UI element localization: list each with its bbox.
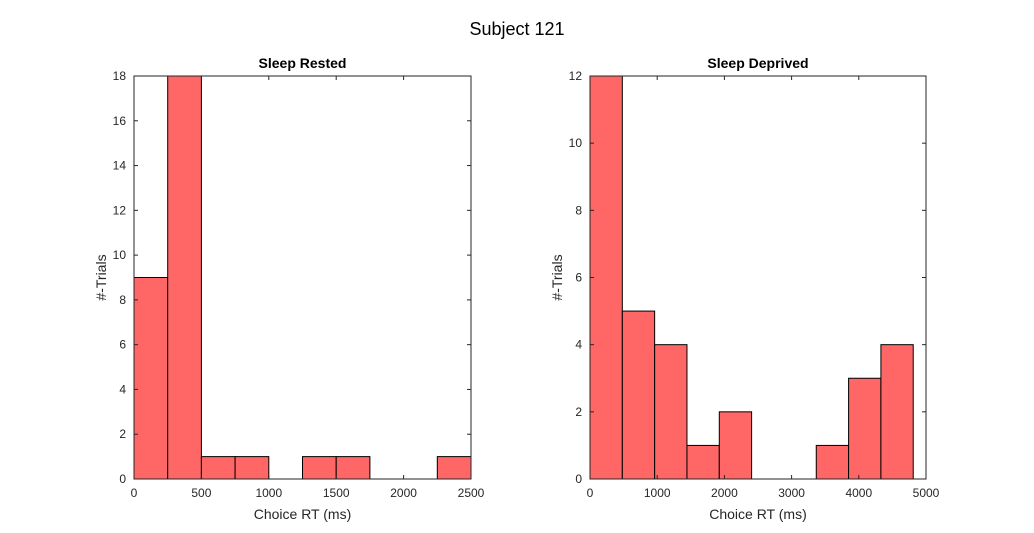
x-tick-label: 1500: [323, 486, 350, 500]
y-tick-label: 14: [113, 159, 127, 173]
histogram-bar: [880, 344, 914, 480]
histogram-bar: [167, 75, 202, 480]
subplot-title: Sleep Rested: [259, 55, 347, 71]
histogram-bar: [815, 444, 850, 480]
x-axis-label: Choice RT (ms): [709, 506, 807, 522]
histogram-bar: [335, 456, 371, 480]
subplot-2: 0 1000 2000 3000 4000 5000 0 2 4 6 8 10 12 Sleep Depr…: [549, 55, 940, 522]
y-tick-label: 10: [113, 248, 127, 262]
histogram-bar: [234, 456, 270, 480]
x-tick-label: 3000: [778, 486, 805, 500]
x-tick-label: 2000: [390, 486, 417, 500]
y-tick-label: 2: [575, 405, 582, 419]
subplots: 0 500 1000 1500 2000 2500024681012141618Sleep…: [93, 55, 940, 522]
y-axis-label: #-Trials: [93, 254, 109, 300]
y-tick-label: 10: [569, 136, 583, 150]
histogram-bar: [589, 75, 623, 480]
y-tick-label: 0: [575, 472, 582, 486]
histogram-bar: [654, 344, 688, 480]
axes-box: [133, 75, 472, 480]
y-axis-label: #-Trials: [549, 254, 565, 300]
y-tick-label: 8: [575, 203, 582, 217]
x-tick-label: 0: [587, 486, 594, 500]
x-tick-label: 500: [191, 486, 211, 500]
y-tick-label: 6: [575, 271, 582, 285]
histogram-bar: [621, 310, 656, 480]
x-axis-label: Choice RT (ms): [254, 506, 352, 522]
histogram-bar: [686, 444, 720, 480]
y-tick-label: 0: [119, 472, 126, 486]
y-tick-label: 4: [575, 338, 582, 352]
y-tick-label: 4: [119, 382, 126, 396]
histogram-bar: [718, 411, 753, 480]
x-tick-label: 4000: [845, 486, 872, 500]
subplot-1: 0 500 1000 1500 2000 2500 0 2 4 6 8 10 12 14 16 18 Sleep…: [93, 55, 485, 522]
y-tick-label: 2: [119, 427, 126, 441]
figure-suptitle: Subject 121: [469, 19, 564, 39]
histogram-bar: [848, 377, 882, 480]
x-tick-label: 1000: [255, 486, 282, 500]
y-tick-label: 12: [113, 203, 127, 217]
histogram-bar: [302, 456, 337, 480]
subplot-title: Sleep Deprived: [707, 55, 808, 71]
x-tick-label: 2000: [711, 486, 738, 500]
y-tick-label: 16: [113, 114, 127, 128]
y-tick-label: 12: [569, 69, 583, 83]
x-tick-label: 0: [131, 486, 138, 500]
histogram-bar: [436, 456, 472, 480]
x-tick-label: 2500: [458, 486, 485, 500]
y-tick-label: 8: [119, 293, 126, 307]
x-tick-label: 5000: [913, 486, 940, 500]
y-tick-label: 18: [113, 69, 127, 83]
histogram-bar: [133, 277, 169, 480]
y-tick-label: 6: [119, 338, 126, 352]
x-tick-label: 1000: [644, 486, 671, 500]
histogram-bar: [200, 456, 236, 480]
